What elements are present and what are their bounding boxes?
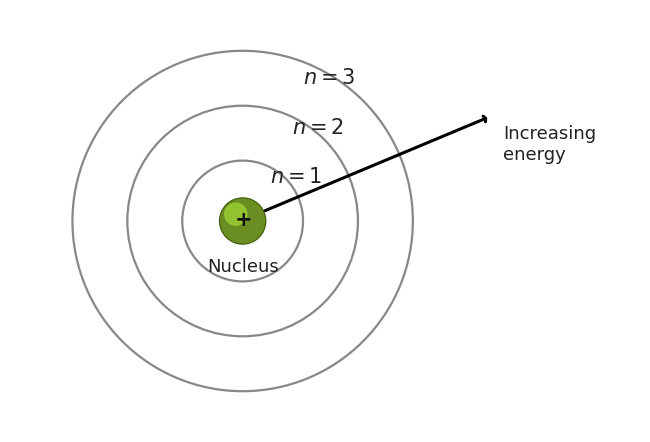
Text: $n = 3$: $n = 3$ (303, 68, 356, 88)
Text: $n = 1$: $n = 1$ (270, 167, 322, 187)
Text: Increasing
energy: Increasing energy (504, 125, 597, 164)
Circle shape (220, 198, 266, 244)
Text: $n = 2$: $n = 2$ (292, 118, 344, 137)
Text: Nucleus: Nucleus (207, 258, 278, 276)
Circle shape (225, 203, 247, 225)
Text: +: + (235, 210, 253, 230)
Circle shape (221, 199, 265, 243)
